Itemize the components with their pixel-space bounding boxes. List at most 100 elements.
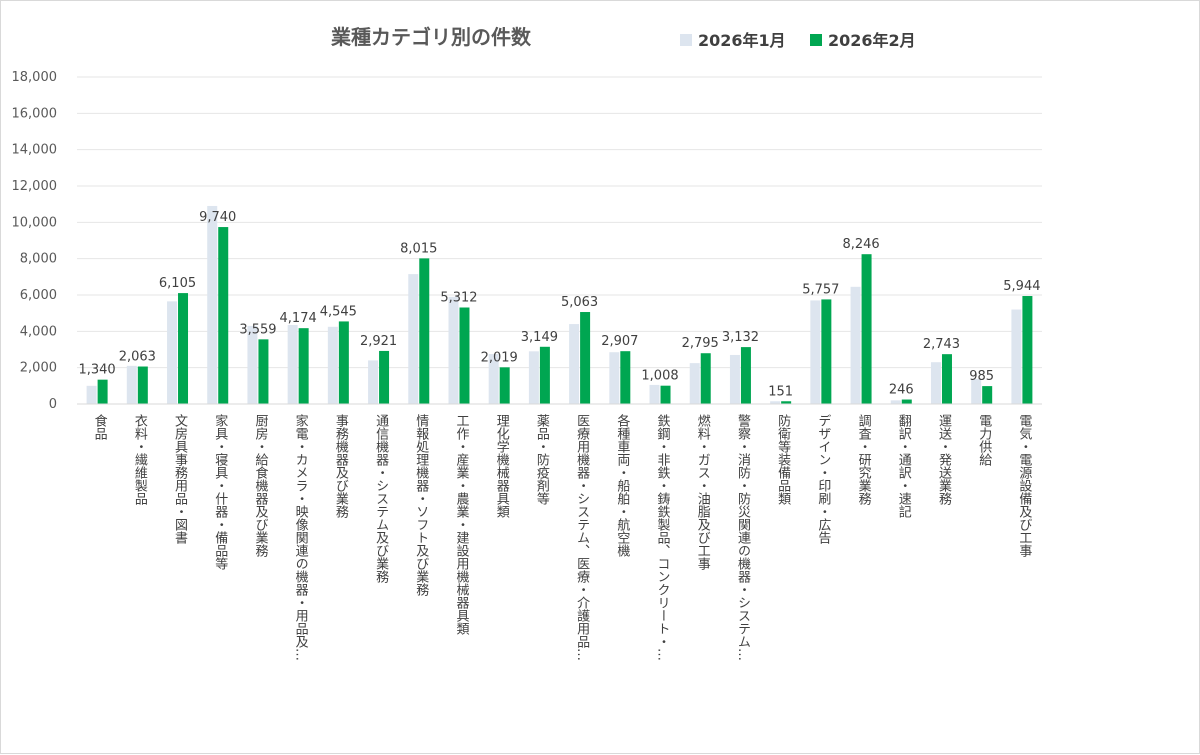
bar-feb xyxy=(218,227,229,404)
data-label-feb: 3,559 xyxy=(239,322,276,337)
data-label-feb: 1,340 xyxy=(78,363,115,378)
bar-feb xyxy=(901,399,912,404)
bar-jan xyxy=(689,363,700,404)
y-tick-label: 16,000 xyxy=(12,106,58,121)
data-label-feb: 2,743 xyxy=(923,337,960,352)
data-label-feb: 5,757 xyxy=(802,282,839,297)
category-label: 通信機器・システム及び業務 xyxy=(373,414,389,584)
data-label-feb: 5,312 xyxy=(440,290,477,305)
bar-jan xyxy=(649,384,660,404)
bar-feb xyxy=(781,401,792,404)
bar-jan xyxy=(488,354,499,404)
y-axis: 0 2,000 4,000 6,000 8,000 10,000 12,000 14,000 1… xyxy=(12,70,58,412)
bar-feb xyxy=(178,293,189,404)
bar-feb xyxy=(419,258,430,404)
category-label: 食品 xyxy=(92,413,108,440)
bar-jan xyxy=(247,325,258,404)
category-label: 医療用機器・システム、医療・介護用品… xyxy=(574,414,590,661)
y-tick-label: 8,000 xyxy=(20,252,57,267)
y-tick-label: 10,000 xyxy=(12,215,58,230)
category-label: 鉄鋼・非鉄・鋳鉄製品、コンクリート・… xyxy=(655,414,671,661)
category-label: 調査・研究業務 xyxy=(856,414,872,506)
bar-feb xyxy=(982,386,993,404)
data-label-feb: 4,545 xyxy=(320,304,357,319)
category-label: 理化学機械器具類 xyxy=(494,414,510,518)
bar-feb xyxy=(620,351,631,404)
data-label-feb: 1,008 xyxy=(641,369,678,384)
bar-feb xyxy=(941,354,952,404)
category-label: 家電・カメラ・映像関連の機器・用品及… xyxy=(293,413,309,661)
bar-jan xyxy=(368,360,379,404)
legend-swatch-feb xyxy=(810,34,822,46)
legend-label-jan: 2026年1月 xyxy=(698,31,786,50)
bar-feb xyxy=(821,299,832,404)
bar-jan xyxy=(569,324,580,404)
bar-feb xyxy=(660,385,671,404)
bar-feb xyxy=(298,328,309,404)
bar-feb xyxy=(861,254,872,404)
bar-jan xyxy=(408,274,419,404)
category-label: 電力供給 xyxy=(976,414,992,466)
bar-feb xyxy=(1022,296,1033,404)
bar-feb xyxy=(580,312,591,404)
y-tick-label: 0 xyxy=(49,397,57,412)
data-label-feb: 6,105 xyxy=(159,276,196,291)
bar-jan xyxy=(86,385,97,404)
category-label: 事務機器及び業務 xyxy=(333,414,349,519)
bar-feb xyxy=(539,346,550,404)
data-labels: 1,340 2,063 6,105 9,740 3,559 4,174 4,5452,921… xyxy=(78,210,1040,399)
data-label-feb: 4,174 xyxy=(280,311,317,326)
bar-jan xyxy=(770,401,781,404)
y-tick-label: 12,000 xyxy=(12,179,58,194)
bar-jan xyxy=(810,300,821,404)
bar-jan xyxy=(448,296,459,404)
data-label-feb: 5,944 xyxy=(1003,279,1040,294)
category-label: 工作・産業・農業・建設用機械器具類 xyxy=(453,414,469,635)
bar-feb xyxy=(137,366,148,404)
bar-jan xyxy=(609,352,620,404)
x-axis: 食品 衣料・繊維製品 文房具事務用品・図書 家具・寝具・什器・備品等 厨房・給食機器及び… xyxy=(77,403,1042,661)
y-tick-label: 14,000 xyxy=(12,143,58,158)
y-tick-label: 18,000 xyxy=(12,70,58,85)
category-label: 情報処理機器・ソフト及び業務 xyxy=(413,414,429,597)
bar-jan xyxy=(287,324,298,404)
bar-jan xyxy=(930,362,941,404)
data-label-feb: 2,907 xyxy=(601,334,638,349)
bar-feb xyxy=(258,339,269,404)
data-label-feb: 246 xyxy=(889,383,914,398)
bar-jan xyxy=(890,400,901,404)
bar-jan xyxy=(327,326,338,404)
bar-jan xyxy=(528,351,539,404)
y-tick-label: 2,000 xyxy=(20,361,57,376)
data-label-feb: 2,795 xyxy=(682,336,719,351)
y-tick-label: 6,000 xyxy=(20,288,57,303)
data-label-feb: 2,921 xyxy=(360,334,397,349)
category-label: 厨房・給食機器及び業務 xyxy=(252,414,268,558)
category-label: 文房具事務用品・図書 xyxy=(172,414,188,545)
category-label: 燃料・ガス・油脂及び工事 xyxy=(695,413,711,570)
legend-swatch-jan xyxy=(680,34,692,46)
category-label: 運送・発送業務 xyxy=(936,414,952,506)
category-label: 警察・消防・防災関連の機器・システム… xyxy=(735,413,751,661)
bar-jan xyxy=(167,301,178,404)
category-label: デザイン・印刷・広告 xyxy=(815,414,831,544)
bar-feb xyxy=(459,307,470,404)
category-label: 防衛等装備品類 xyxy=(775,413,791,505)
data-label-feb: 8,246 xyxy=(842,237,879,252)
data-label-feb: 8,015 xyxy=(400,241,437,256)
bar-feb xyxy=(379,350,390,404)
bar-jan xyxy=(207,205,218,404)
data-label-feb: 5,063 xyxy=(561,295,598,310)
data-label-feb: 2,063 xyxy=(119,350,156,365)
category-label: 衣料・繊維製品 xyxy=(132,413,148,505)
gridlines xyxy=(77,76,1042,405)
data-label-feb: 2,019 xyxy=(481,350,518,365)
bar-feb xyxy=(338,321,349,404)
bar-jan xyxy=(729,354,740,404)
bar-feb xyxy=(740,347,751,404)
bar-feb xyxy=(700,353,711,404)
category-label: 薬品・防疫剤等 xyxy=(534,414,550,505)
y-tick-label: 4,000 xyxy=(20,324,57,339)
